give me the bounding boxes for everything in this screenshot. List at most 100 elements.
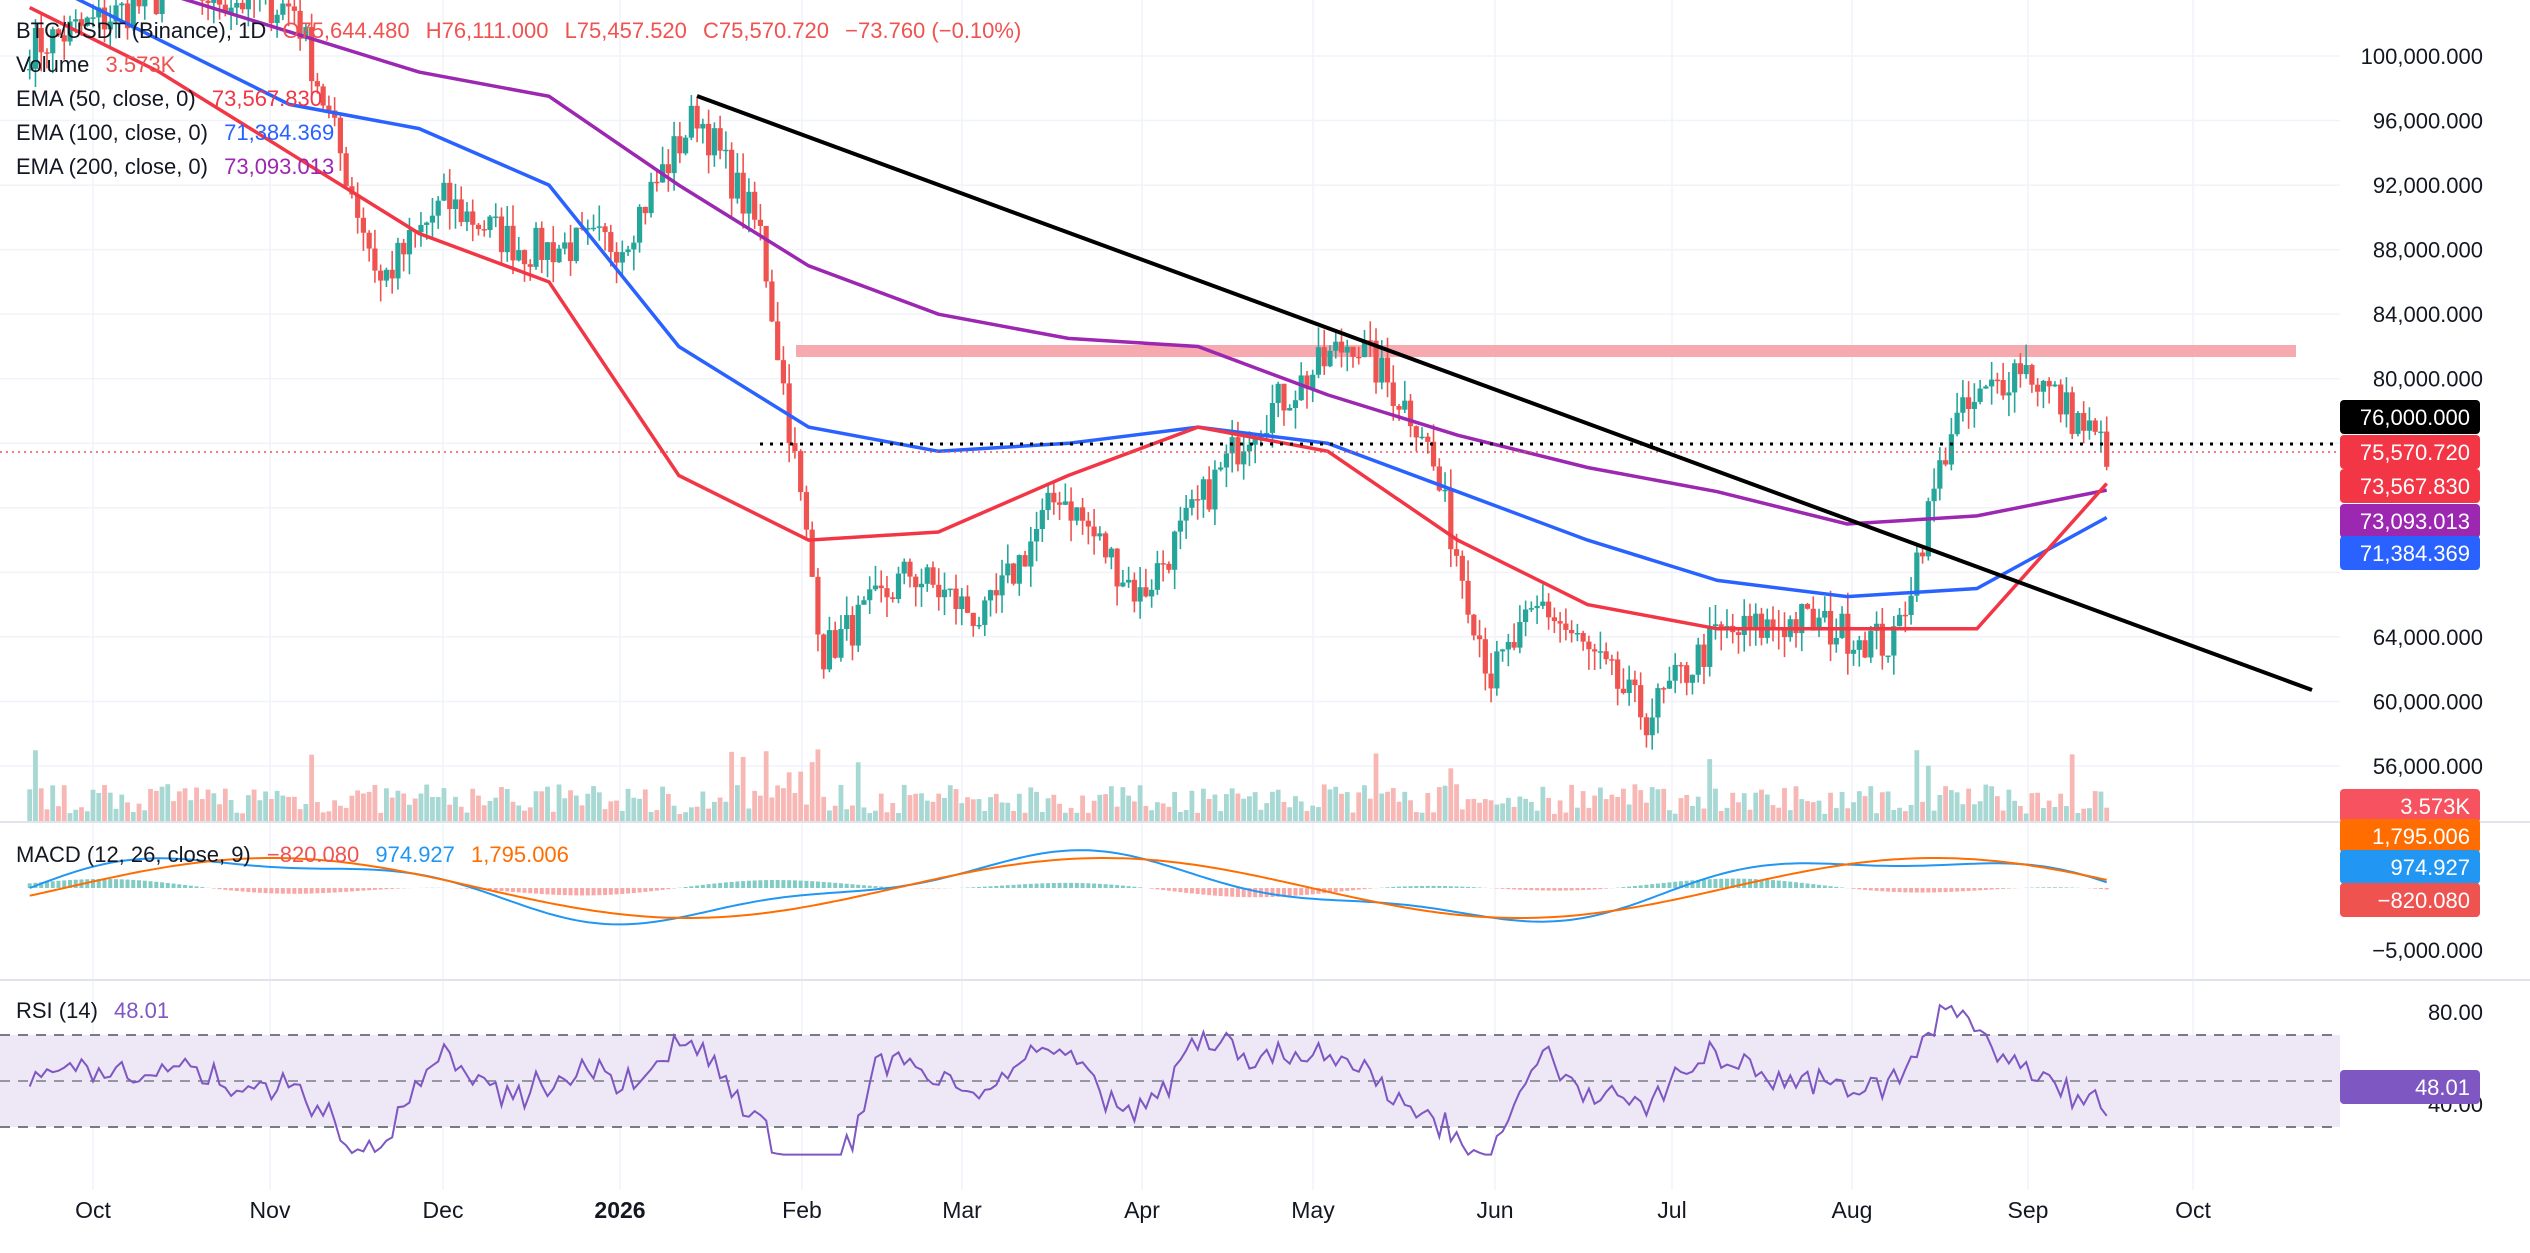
volume-bar xyxy=(1350,812,1356,822)
macd-hist-bar xyxy=(1817,884,1822,888)
price-axis[interactable]: 100,000.000 96,000.000 92,000.000 88,000.00… xyxy=(2361,44,2483,1117)
macd-hist-bar xyxy=(1546,888,1551,891)
candle-body xyxy=(429,215,436,223)
volume-bar xyxy=(159,786,165,822)
macd-hist-bar xyxy=(631,888,636,894)
svg-text:76,000.000: 76,000.000 xyxy=(2360,405,2470,430)
macd-hist-bar xyxy=(131,879,136,888)
volume-bar xyxy=(740,756,746,822)
volume-bar xyxy=(1431,812,1436,822)
candle-body xyxy=(245,0,251,10)
candle-body xyxy=(2040,380,2047,392)
candle-body xyxy=(1200,479,1207,500)
candle-body xyxy=(1195,499,1201,501)
volume-bar xyxy=(1298,801,1304,822)
macd-hist-bar xyxy=(977,886,982,888)
macd-hist-bar xyxy=(50,881,55,888)
volume-bar xyxy=(878,793,884,822)
macd-hist-bar xyxy=(257,888,262,893)
candle-body xyxy=(1758,613,1765,638)
ema50-label: EMA (50, close, 0) xyxy=(16,86,196,111)
volume-bar xyxy=(199,799,205,822)
volume-legend: Volume 3.573K xyxy=(16,52,175,78)
macd-hist-bar xyxy=(534,888,539,894)
candle-body xyxy=(1643,717,1650,736)
macd-hist-bar xyxy=(833,882,838,888)
candle-body xyxy=(67,21,73,42)
macd-hist-bar xyxy=(2098,888,2103,890)
macd-hist-bar xyxy=(1868,888,1873,891)
candle-body xyxy=(1350,346,1356,357)
candle-body xyxy=(711,128,717,156)
macd-hist-bar xyxy=(1586,888,1591,890)
candle-body xyxy=(378,270,384,281)
candle-body xyxy=(1085,520,1091,527)
volume-bar xyxy=(1621,788,1626,822)
candle-body xyxy=(1091,526,1097,537)
macd-hist-bar xyxy=(252,888,257,893)
candle-body xyxy=(746,191,752,214)
trendline[interactable] xyxy=(696,94,2313,692)
volume-bar xyxy=(84,811,90,822)
candle-body xyxy=(464,211,470,223)
volume-bar xyxy=(67,813,73,822)
macd-hist-bar xyxy=(861,885,866,888)
macd-hist-bar xyxy=(1270,888,1275,897)
candle-body xyxy=(1373,340,1379,383)
macd-hist-bar xyxy=(1097,883,1102,888)
volume-bar xyxy=(441,788,447,822)
candle-body xyxy=(792,442,798,452)
volume-bar xyxy=(424,784,430,822)
macd-hist-bar xyxy=(1909,888,1914,893)
volume-bar xyxy=(1011,811,1016,822)
macd-hist-bar xyxy=(1724,878,1729,888)
volume-bar xyxy=(1103,794,1109,822)
volume-bar xyxy=(1494,804,1500,822)
volume-bar xyxy=(1333,786,1339,822)
time-tick-label: Mar xyxy=(942,1197,982,1223)
macd-hist-bar xyxy=(1874,888,1879,891)
volume-bar xyxy=(2023,813,2029,822)
candle-body xyxy=(970,612,976,626)
macd-legend: MACD (12, 26, close, 9) −820.080 974.927… xyxy=(16,842,569,868)
volume-bar xyxy=(217,804,222,822)
time-tick-label: May xyxy=(1291,1197,1335,1223)
volume-bar xyxy=(1753,792,1759,822)
volume-bar xyxy=(1528,801,1534,822)
time-axis[interactable]: Oct Nov Dec 2026 Feb Mar Apr May Jun Jul Aug Sep Oct xyxy=(75,1197,2211,1223)
volume-bar xyxy=(1212,794,1218,822)
candle-body xyxy=(228,7,234,13)
candle-body xyxy=(821,634,827,670)
macd-hist-bar xyxy=(1287,888,1292,897)
time-tick-label: Jul xyxy=(1657,1197,1686,1223)
time-tick-label: Apr xyxy=(1124,1197,1160,1223)
candle-body xyxy=(1966,397,1972,409)
macd-hist-bar xyxy=(1460,886,1465,888)
macd-hist-bar xyxy=(1592,888,1597,890)
volume-bar xyxy=(1874,813,1879,822)
macd-hist-bar xyxy=(1500,888,1505,889)
macd-hist-bar xyxy=(44,881,49,888)
candle-body xyxy=(936,584,942,598)
volume-bar xyxy=(1425,793,1431,822)
macd-hist-bar xyxy=(1443,886,1448,888)
volume-bar xyxy=(1667,810,1672,822)
macd-hist-bar xyxy=(838,883,843,888)
candle-body xyxy=(1310,374,1316,389)
candle-body xyxy=(84,17,90,26)
macd-hist-bar xyxy=(200,887,205,888)
macd-hist-bar xyxy=(1351,888,1355,891)
candle-body xyxy=(1948,434,1954,465)
candle-body xyxy=(424,222,430,225)
volume-bar xyxy=(113,808,119,822)
price-tick-label: 100,000.000 xyxy=(2361,44,2483,69)
volume-bar xyxy=(700,791,706,822)
macd-hist-bar xyxy=(493,888,498,891)
volume-bar xyxy=(73,809,79,822)
candle-body xyxy=(1649,717,1655,736)
candle-body xyxy=(1574,632,1580,635)
macd-hist-bar xyxy=(234,888,239,891)
candle-body xyxy=(1661,688,1667,690)
volume-bar xyxy=(1045,798,1051,822)
